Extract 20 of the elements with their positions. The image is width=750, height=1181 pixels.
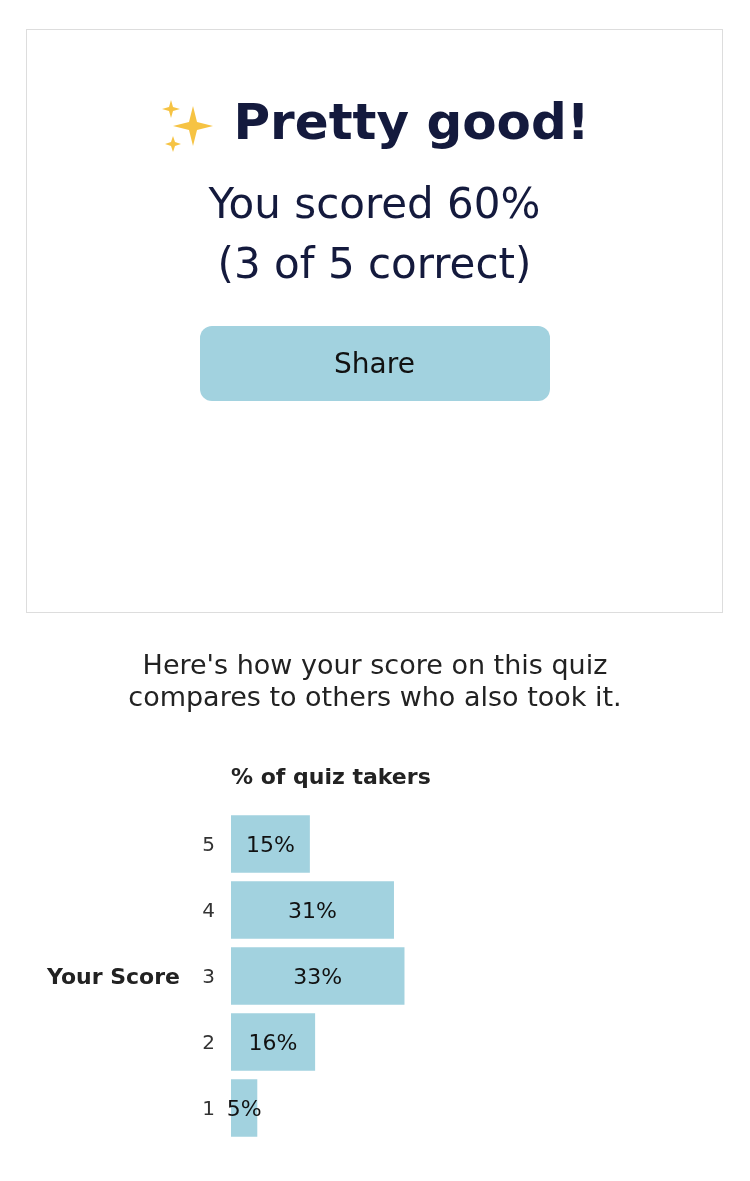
bar: [231, 947, 405, 1005]
bar: [231, 815, 310, 873]
data-label: 31%: [288, 897, 337, 923]
data-label: 33%: [293, 963, 343, 989]
bar: [231, 881, 394, 939]
text: Share: [199, 325, 550, 401]
bar: [231, 1013, 316, 1071]
data-label: 15%: [245, 831, 295, 857]
chart-title: Pretty good!: [232, 92, 591, 153]
y-tick-label: 2: [202, 1030, 215, 1054]
chart-subtitle: You scored 60% (3 of 5 correct): [207, 177, 542, 290]
data-label: 16%: [248, 1029, 298, 1055]
y-tick-label: 3: [202, 964, 215, 988]
text: Here's how your score on this quiz compares to others who also took it.: [127, 649, 623, 713]
y-tick-label: 1: [202, 1096, 215, 1120]
y-tick-label: 4: [202, 898, 215, 922]
y-axis-title: Your Score: [46, 963, 180, 989]
y-tick-label: 5: [202, 832, 215, 856]
x-axis-title: % of quiz takers: [231, 763, 431, 789]
data-label: 5%: [226, 1095, 262, 1121]
